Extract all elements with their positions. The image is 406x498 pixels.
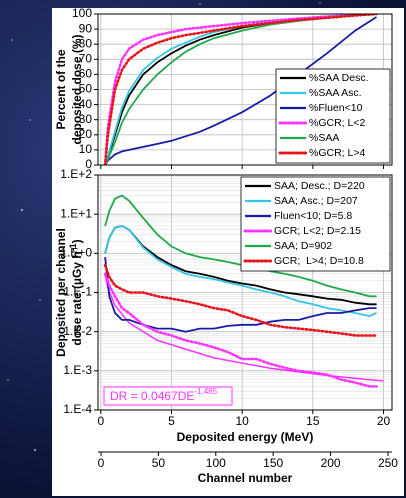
series-line xyxy=(104,225,377,318)
x-tick-label: 5 xyxy=(168,414,175,428)
y-label-line: Deposited per channel xyxy=(54,228,68,357)
y-tick-label: 10 xyxy=(79,142,93,156)
y-axis-label: Percent of the deposited dose (%) xyxy=(54,34,84,144)
x2-tick-label: 0 xyxy=(98,456,105,470)
x-tick-label: 20 xyxy=(377,414,391,428)
fit-line xyxy=(104,274,384,382)
legend-label: GCR; L>4; D=10.8 xyxy=(274,255,364,267)
x2-axis-label: Channel number xyxy=(198,471,293,485)
y-tick-label: 50 xyxy=(79,82,93,96)
panel: 1.E-4 1.E-3 1.E-2 1.E-1 1.E+0 1.E+1 1.E+2 0 5 10 1… xyxy=(54,167,398,485)
y-tick-label: 70 xyxy=(79,51,93,65)
y-tick-label: 1.E+0 xyxy=(60,246,92,260)
x2-tick-label: 50 xyxy=(152,456,166,470)
series-line xyxy=(103,14,378,165)
y-label-line: Percent of the xyxy=(54,49,68,129)
x2-tick-label: 250 xyxy=(378,456,398,470)
x-axis-label: Deposited energy (MeV) xyxy=(177,430,314,444)
legend-label: %SAA xyxy=(309,132,339,144)
y-tick-label: 1.E+2 xyxy=(60,167,92,181)
y-tick-label: 0 xyxy=(85,157,92,171)
legend-box xyxy=(240,176,391,272)
y-tick-label: 30 xyxy=(79,112,93,126)
x2-tick-label: 200 xyxy=(321,456,341,470)
y-tick-label: 1.E-4 xyxy=(63,402,92,416)
series-line xyxy=(104,257,377,333)
annotation-box xyxy=(103,386,233,406)
series-line xyxy=(104,194,377,298)
y-label-sup: -1 xyxy=(68,243,78,251)
x-tick-label: 15 xyxy=(306,414,320,428)
legend-label: %SAA Asc. xyxy=(309,87,362,99)
legend-label: SAA; D=902 xyxy=(274,240,332,252)
y-tick-label: 1.E-2 xyxy=(63,324,92,338)
legend: SAA; Desc.; D=220 SAA; Asc.; D=207 Fluen<1… xyxy=(240,176,391,272)
legend-label: SAA; Desc.; D=220 xyxy=(274,180,365,192)
x2-tick-label: 150 xyxy=(263,456,283,470)
legend-label: SAA; Asc.; D=207 xyxy=(274,195,358,207)
legend-box xyxy=(275,68,391,164)
y-tick-label: 80 xyxy=(79,36,93,50)
y-tick-label: 100 xyxy=(72,6,92,20)
series-line xyxy=(103,14,378,165)
legend-label: %Fluen<10 xyxy=(309,102,363,114)
y-tick-label: 90 xyxy=(79,21,93,35)
y-tick-label: 40 xyxy=(79,97,93,111)
y-tick-label: 20 xyxy=(79,127,93,141)
annotation: DR = 0.0467DE-1.485 xyxy=(110,387,218,403)
annotation-text: DR = 0.0467DE xyxy=(110,389,194,403)
legend-label: %SAA Desc. xyxy=(309,72,369,84)
annotation-sup: -1.485 xyxy=(194,387,217,396)
series-line xyxy=(103,272,378,388)
x2-tick-label: 100 xyxy=(206,456,226,470)
legend-label: GCR; L<2; D=2.15 xyxy=(274,225,361,237)
y-label-line: ) xyxy=(70,239,84,243)
series-line xyxy=(104,16,377,165)
y-axis-label: Deposited per channel dose rate (µGy h-1) xyxy=(54,228,84,357)
legend-label: %GCR; L<2 xyxy=(309,117,365,129)
series-line xyxy=(103,263,378,337)
y-label-line: dose rate (µGy h xyxy=(70,251,84,345)
legend-label: Fluen<10; D=5.8 xyxy=(274,210,352,222)
y-tick-label: 1.E+1 xyxy=(60,206,92,220)
legend: %SAA Desc. %SAA Asc. %Fluen<10 %GCR; L<2 %SA… xyxy=(275,68,391,164)
y-tick-label: 1.E-3 xyxy=(63,363,92,377)
y-tick-label: 60 xyxy=(79,67,93,81)
legend-label: %GCR; L>4 xyxy=(309,147,365,159)
x-tick-label: 10 xyxy=(235,414,249,428)
plot-border xyxy=(97,13,393,166)
y-tick-label: 1.E-1 xyxy=(63,285,92,299)
plot-border xyxy=(97,174,393,411)
x-tick-label: 0 xyxy=(97,414,104,428)
y-label-line: deposited dose (%) xyxy=(70,34,84,144)
